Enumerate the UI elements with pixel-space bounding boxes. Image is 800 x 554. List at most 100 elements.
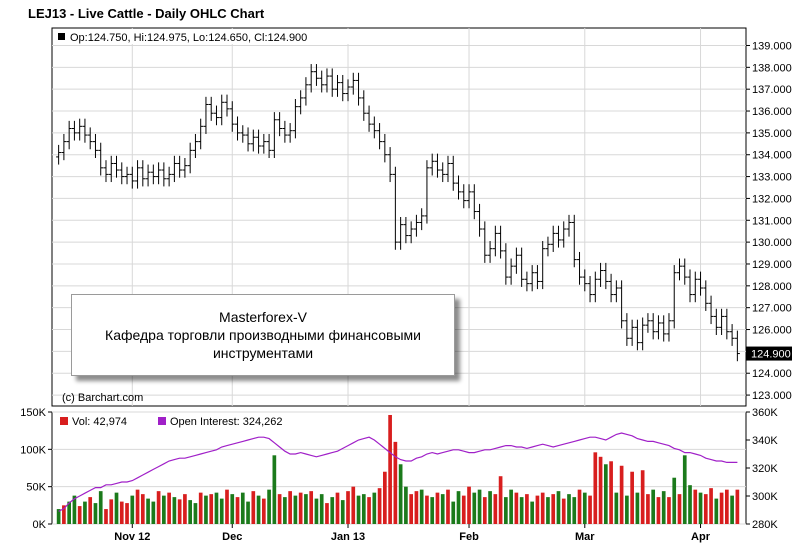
ohlc-bar <box>413 214 419 237</box>
volume-bar <box>140 494 145 524</box>
volume-bar <box>667 497 671 524</box>
ohlc-bar <box>445 155 451 183</box>
ohlc-bar <box>92 133 98 159</box>
volume-bar <box>414 491 419 524</box>
volume-bar <box>319 494 324 524</box>
ohlc-bar <box>566 214 572 237</box>
ohlc-bar <box>266 133 272 159</box>
ohlc-bar <box>187 142 193 174</box>
volume-bar <box>682 455 687 524</box>
ohlc-bar <box>508 258 514 285</box>
ohlc-bar <box>87 127 93 150</box>
volume-bar <box>467 486 471 524</box>
volume-bar <box>656 497 661 524</box>
ohlc-bar <box>61 133 67 161</box>
volume-bar <box>677 494 682 524</box>
volume-bar <box>551 494 556 524</box>
ohlc-bar <box>419 208 425 231</box>
volume-bar <box>67 501 71 524</box>
ohlc-bar <box>182 158 188 178</box>
ohlc-bar <box>555 225 561 248</box>
ohlc-bar <box>545 236 551 257</box>
volume-bar <box>603 464 608 524</box>
ohlc-bar <box>661 315 667 342</box>
ohlc-bar <box>703 280 709 311</box>
price-tick-label: 123.000 <box>752 390 792 402</box>
volume-bar <box>635 492 640 524</box>
price-tick-label: 137.000 <box>752 84 792 96</box>
volume-bar <box>493 494 498 524</box>
volume-bar <box>456 491 461 524</box>
ohlc-bar <box>682 258 688 285</box>
volume-bar <box>240 492 245 524</box>
chart-title: LEJ13 - Live Cattle - Daily OHLC Chart <box>28 6 265 21</box>
ohlc-bar <box>66 120 72 150</box>
volume-tick-label: 50K <box>26 482 46 494</box>
x-tick-label: Jan 13 <box>331 531 365 543</box>
price-tick-label: 136.000 <box>752 106 792 118</box>
ohlc-bar <box>240 125 246 143</box>
vol-legend-swatch <box>60 417 68 425</box>
ohlc-bar <box>129 166 135 189</box>
volume-bar <box>709 488 713 524</box>
volume-bar <box>525 494 529 524</box>
volume-bar <box>582 492 587 524</box>
volume-bar <box>330 497 335 524</box>
volume-bar <box>335 492 340 524</box>
ohlc-bar <box>56 144 62 165</box>
volume-bar <box>703 494 708 524</box>
ohlc-bar <box>108 155 114 183</box>
ohlc-bar <box>424 160 430 224</box>
volume-bar <box>619 465 624 524</box>
volume-bar <box>198 492 203 524</box>
price-tick-label: 130.000 <box>752 237 792 249</box>
ohlc-bar <box>466 184 472 209</box>
volume-bar <box>409 494 413 524</box>
ohlc-bar <box>298 90 304 115</box>
ohlc-bar <box>734 330 740 362</box>
ohlc-bar <box>408 221 414 244</box>
ohlc-legend: Op:124.750, Hi:124.975, Lo:124.650, Cl:1… <box>70 32 307 44</box>
open-interest-line <box>58 432 738 512</box>
volume-bar <box>230 494 235 524</box>
ohlc-bar <box>540 241 546 290</box>
ohlc-bar <box>692 271 698 303</box>
ohlc-bar <box>582 269 588 292</box>
volume-bar <box>698 492 703 524</box>
ohlc-bar <box>482 221 488 263</box>
ohlc-bar <box>334 74 340 97</box>
volume-bar <box>404 486 408 524</box>
volume-legend-box <box>53 413 303 428</box>
ohlc-bar <box>82 118 88 143</box>
ohlc-bar <box>140 160 146 187</box>
ohlc-bar <box>150 164 156 185</box>
last-price-label: 124.900 <box>751 349 791 361</box>
ohlc-bar <box>603 262 609 290</box>
annotation-box: Masterforex-V Кафедра торговли производн… <box>71 294 455 376</box>
ohlc-bar <box>608 273 614 303</box>
volume-bar <box>288 491 292 524</box>
ohlc-bar <box>534 265 540 290</box>
volume-bar <box>388 414 392 524</box>
volume-bar <box>167 492 171 524</box>
volume-tick-label: 0K <box>33 519 47 531</box>
volume-bar <box>104 509 108 524</box>
ohlc-bar <box>371 116 377 139</box>
volume-bar <box>172 497 177 524</box>
ohlc-bar <box>219 94 225 126</box>
ohlc-bar <box>171 155 177 183</box>
ohlc-bar <box>598 262 604 287</box>
price-tick-label: 127.000 <box>752 303 792 315</box>
volume-bar <box>567 494 571 524</box>
price-tick-label: 124.000 <box>752 368 792 380</box>
volume-bar <box>519 497 524 524</box>
ohlc-bar <box>192 133 198 159</box>
ohlc-bar <box>366 105 372 132</box>
ohlc-bar <box>671 265 677 329</box>
ohlc-bar <box>524 271 530 292</box>
ohlc-bar <box>450 155 456 191</box>
ohlc-bar <box>103 160 109 183</box>
ohlc-bar <box>71 120 77 141</box>
volume-bar <box>651 489 656 524</box>
